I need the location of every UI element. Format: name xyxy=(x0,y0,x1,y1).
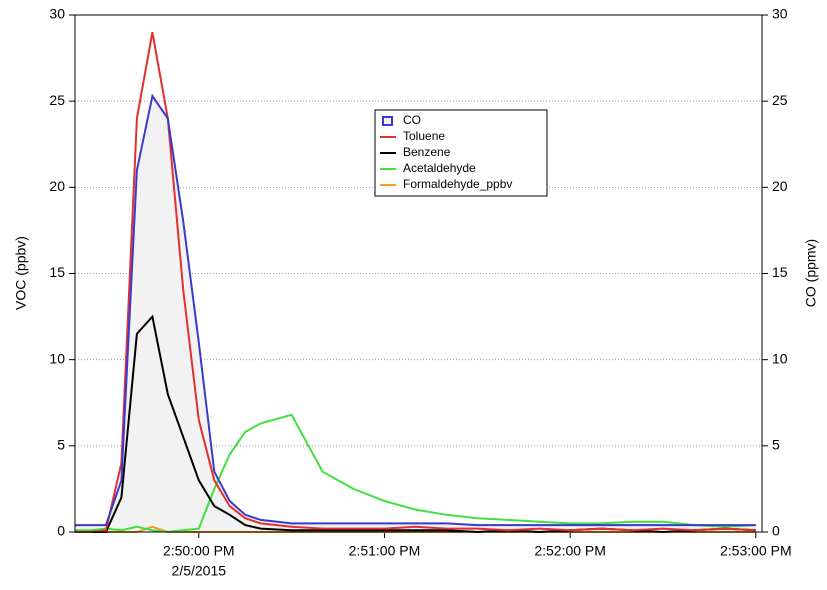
series-line xyxy=(75,32,756,533)
x-tick-label: 2:51:00 PM xyxy=(349,543,421,559)
legend-label: Acetaldehyde xyxy=(403,161,476,175)
y-tick-label: 5 xyxy=(57,437,65,453)
y-tick-label: 30 xyxy=(49,6,65,22)
x-date-label: 2/5/2015 xyxy=(172,563,227,579)
legend-label: CO xyxy=(403,113,421,127)
y2-tick-label: 30 xyxy=(772,6,788,22)
y2-tick-label: 5 xyxy=(772,437,780,453)
plot-frame xyxy=(74,14,763,533)
y-tick-label: 20 xyxy=(49,178,65,194)
y-tick-label: 15 xyxy=(49,264,65,280)
y-tick-label: 0 xyxy=(57,523,65,539)
y2-tick-label: 20 xyxy=(772,178,788,194)
y2-tick-label: 0 xyxy=(772,523,780,539)
y2-axis-title: CO (ppmv) xyxy=(803,239,819,307)
legend-label: Toluene xyxy=(403,129,445,143)
y2-tick-label: 15 xyxy=(772,264,788,280)
area xyxy=(75,96,756,532)
y2-tick-label: 25 xyxy=(772,92,788,108)
x-tick-label: 2:50:00 PM xyxy=(163,543,235,559)
y-tick-label: 25 xyxy=(49,92,65,108)
x-tick-label: 2:52:00 PM xyxy=(534,543,606,559)
x-tick-label: 2:53:00 PM xyxy=(720,543,792,559)
legend-box xyxy=(374,109,548,197)
legend-swatch xyxy=(382,116,393,126)
series-line xyxy=(75,93,756,527)
y-tick-label: 10 xyxy=(49,350,65,366)
legend-label: Formaldehyde_ppbv xyxy=(403,177,512,191)
series-line xyxy=(75,413,756,534)
y-axis-title: VOC (ppbv) xyxy=(13,236,29,310)
y2-tick-label: 10 xyxy=(772,350,788,366)
legend-label: Benzene xyxy=(403,145,451,159)
